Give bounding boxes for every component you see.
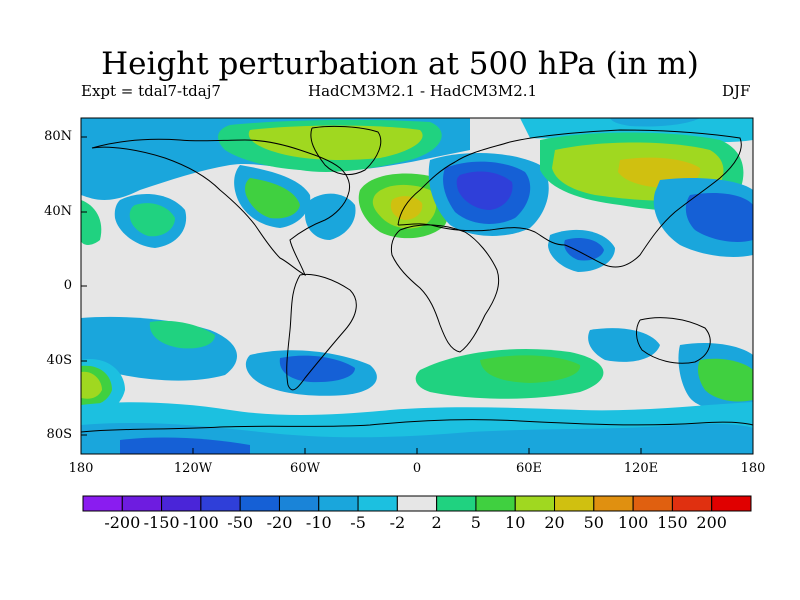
experiment-label: Expt = tdal7-tdaj7 <box>81 82 221 100</box>
lon-label-180w: 180 <box>68 461 94 476</box>
colorbar-box <box>161 495 202 512</box>
south-america-coast <box>286 273 357 391</box>
colorbar-box <box>239 495 280 512</box>
antarctica-coast <box>81 419 753 433</box>
lat-label-80n: 80N <box>44 129 72 144</box>
colorbar-box <box>632 495 673 512</box>
axis-ticks <box>80 136 754 454</box>
lon-label-60e: 60E <box>515 461 543 476</box>
colorbar-box <box>121 495 163 512</box>
colorbar-box <box>671 495 713 512</box>
colorbar-label: -200 <box>104 513 141 532</box>
colorbar-label: -50 <box>227 513 254 532</box>
greenland-coast <box>310 125 382 176</box>
colorbar-label: -2 <box>389 513 406 532</box>
colorbar-label: 5 <box>470 513 481 532</box>
colorbar-box <box>82 495 123 512</box>
asia-anomalies <box>540 132 753 272</box>
lon-label-0: 0 <box>412 461 422 476</box>
coastlines <box>81 125 753 433</box>
lat-label-80s: 80S <box>46 427 72 442</box>
colorbar-box <box>278 495 320 512</box>
colorbar-label: 100 <box>617 513 649 532</box>
colorbar-box <box>554 495 595 512</box>
map-field <box>81 118 753 454</box>
colorbar-label: -20 <box>266 513 293 532</box>
colorbar-box <box>475 495 516 512</box>
colorbar-label: -5 <box>350 513 366 532</box>
season-label: DJF <box>722 82 751 100</box>
colorbar-label: 150 <box>657 513 688 532</box>
colorbar-box <box>436 495 477 512</box>
chart-title: Height perturbation at 500 hPa (in m) <box>101 46 699 82</box>
colorbar-box <box>514 495 556 512</box>
lon-label-120e: 120E <box>623 461 659 476</box>
africa-coast <box>390 224 500 353</box>
colorbar-box <box>200 495 241 512</box>
lon-label-180e: 180 <box>740 461 766 476</box>
colorbar-label: 200 <box>696 513 727 532</box>
colorbar <box>82 495 752 512</box>
eurasia-coast <box>397 129 742 268</box>
colorbar-label: -100 <box>182 513 219 532</box>
model-label: HadCM3M2.1 - HadCM3M2.1 <box>308 82 538 100</box>
colorbar-box <box>318 495 359 512</box>
colorbar-box <box>396 495 438 512</box>
lat-label-0: 0 <box>63 278 72 293</box>
lat-label-40s: 40S <box>46 353 72 368</box>
north-america-coast <box>91 138 351 277</box>
colorbar-label: 20 <box>544 513 565 532</box>
australia-coast <box>636 317 711 364</box>
lon-label-120w: 120W <box>173 461 213 476</box>
colorbar-box <box>593 495 634 512</box>
north-america-anomalies <box>81 165 356 248</box>
colorbar-label: 10 <box>505 513 526 532</box>
colorbar-label: -10 <box>305 513 332 532</box>
lon-label-60w: 60W <box>290 461 320 476</box>
lat-label-40n: 40N <box>44 204 72 219</box>
colorbar-label: -150 <box>143 513 180 532</box>
colorbar-box <box>711 495 752 512</box>
colorbar-box <box>357 495 398 512</box>
southern-anomalies <box>81 316 753 454</box>
colorbar-label: 50 <box>583 513 604 532</box>
colorbar-label: 2 <box>431 513 442 532</box>
